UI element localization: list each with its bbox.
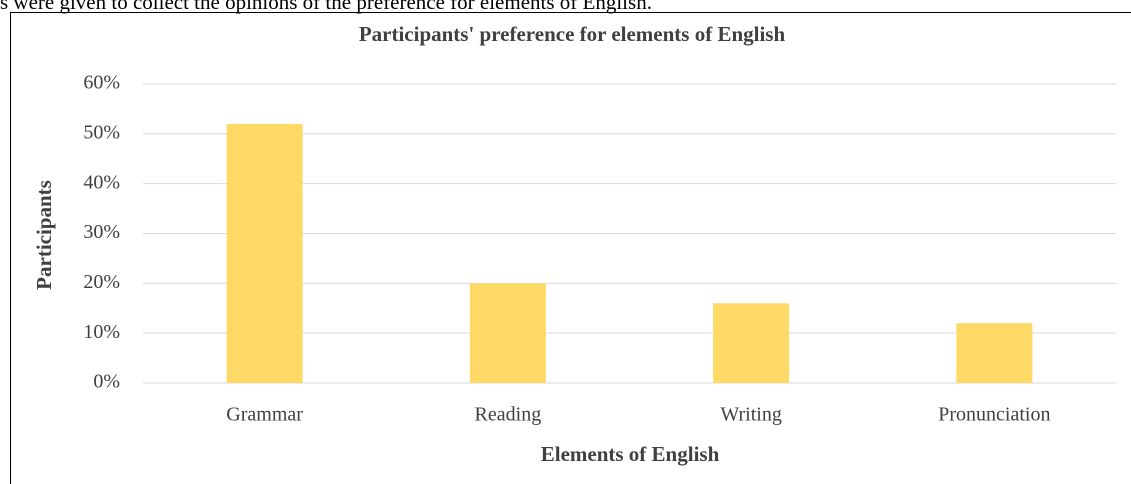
chart-border — [10, 12, 1131, 484]
y-tick-label: 20% — [83, 271, 120, 293]
x-tick-label: Writing — [720, 404, 781, 426]
y-axis-label: Participants — [32, 180, 56, 290]
bar — [226, 123, 303, 383]
y-tick-label: 30% — [83, 221, 120, 243]
header-text: s were given to collect the opinions of … — [0, 0, 652, 14]
y-tick-label: 0% — [93, 371, 120, 393]
x-axis-label: Elements of English — [541, 442, 720, 466]
x-tick-label: Pronunciation — [938, 404, 1050, 426]
bar — [713, 303, 790, 383]
x-tick-label: Reading — [475, 404, 542, 426]
bar — [469, 283, 546, 383]
y-tick-label: 10% — [83, 321, 120, 343]
y-tick-label: 60% — [83, 72, 120, 94]
y-tick-label: 40% — [83, 171, 120, 193]
x-tick-label: Grammar — [226, 404, 303, 426]
bar — [956, 323, 1033, 383]
y-tick-label: 50% — [83, 121, 120, 143]
chart-title: Participants' preference for elements of… — [359, 22, 786, 46]
